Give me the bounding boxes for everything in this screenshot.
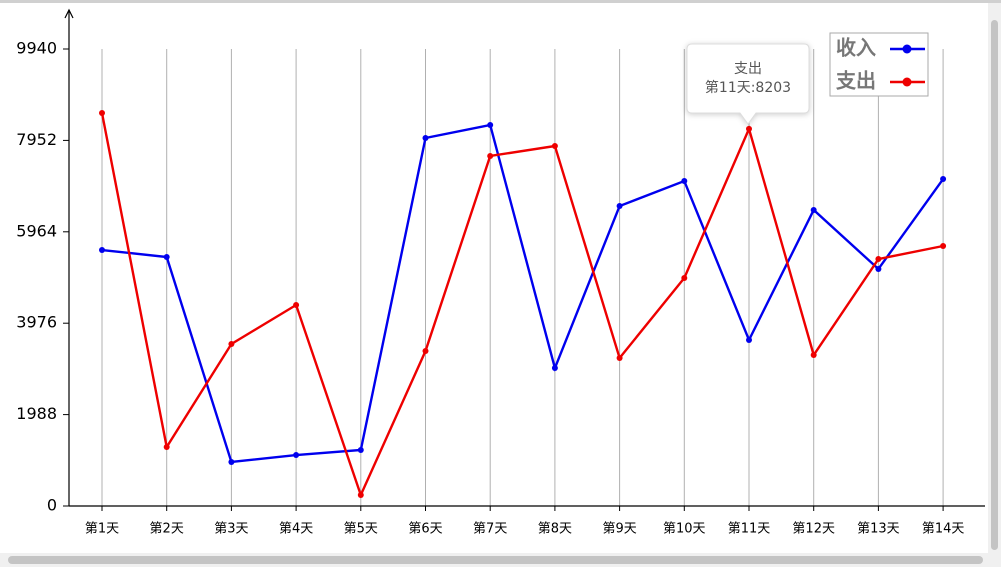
x-tick-label: 第6天 (408, 522, 442, 537)
x-tick-label: 第12天 (792, 522, 835, 537)
x-tick-label: 第13天 (857, 522, 900, 537)
data-point (487, 121, 494, 128)
y-tick-label: 7952 (16, 130, 57, 149)
data-point (163, 444, 170, 451)
data-point (357, 447, 364, 454)
data-point (940, 243, 947, 250)
data-point (422, 135, 429, 142)
data-point (616, 355, 623, 362)
x-tick-label: 第11天 (728, 522, 771, 537)
x-tick-label: 第5天 (344, 522, 378, 537)
data-point (99, 109, 105, 116)
y-tick-label: 5964 (16, 221, 57, 240)
data-point (746, 125, 752, 132)
y-tick-label: 0 (47, 496, 57, 515)
x-tick-label: 第7天 (473, 522, 507, 537)
data-point (746, 336, 752, 343)
x-tick-label: 第10天 (663, 522, 706, 537)
data-point (681, 177, 688, 184)
data-point (228, 459, 235, 466)
tooltip-title: 支出 (734, 61, 762, 77)
x-tick-label: 第8天 (538, 522, 572, 537)
y-tick-label: 3976 (16, 313, 57, 332)
x-tick-label: 第4天 (279, 522, 313, 537)
data-point (293, 452, 300, 459)
y-axis-arrow (64, 8, 74, 19)
x-tick-label: 第2天 (150, 522, 184, 537)
top-border (0, 0, 1001, 3)
x-tick-label: 第14天 (922, 522, 965, 537)
legend-label: 支出 (836, 69, 876, 93)
data-point (228, 340, 235, 347)
series-line (100, 112, 944, 499)
legend-dot (902, 44, 912, 54)
data-point (875, 265, 882, 272)
data-point (940, 176, 947, 183)
data-point (99, 247, 105, 254)
legend-dot (902, 77, 912, 87)
legend-box (829, 32, 929, 97)
h-scroll-thumb[interactable] (8, 556, 983, 564)
y-tick-label: 9940 (16, 39, 57, 58)
data-point (551, 143, 558, 150)
data-point (810, 352, 817, 359)
data-point (810, 207, 817, 214)
data-point (422, 348, 429, 355)
y-tick-label: 1988 (16, 404, 57, 423)
data-point (357, 492, 364, 499)
data-point (875, 256, 882, 263)
tooltip-box (686, 43, 810, 125)
x-tick-label: 第1天 (85, 522, 119, 537)
plot: 0 1988 3976 5964 7952 9940 第1天 第2天 第3天 第4天 第5天 第6天 第… (16, 8, 985, 537)
data-point (681, 275, 688, 282)
data-point (551, 365, 558, 372)
x-tick-label: 第9天 (602, 522, 636, 537)
data-point (293, 301, 300, 308)
tooltip-text: 第11天:8203 (705, 79, 791, 96)
data-point (616, 203, 623, 210)
x-tick-label: 第3天 (214, 522, 248, 537)
data-point (163, 253, 170, 260)
data-point (487, 152, 494, 159)
v-scroll-thumb[interactable] (991, 20, 998, 550)
series-line (101, 123, 945, 464)
legend-label: 收入 (836, 36, 876, 60)
